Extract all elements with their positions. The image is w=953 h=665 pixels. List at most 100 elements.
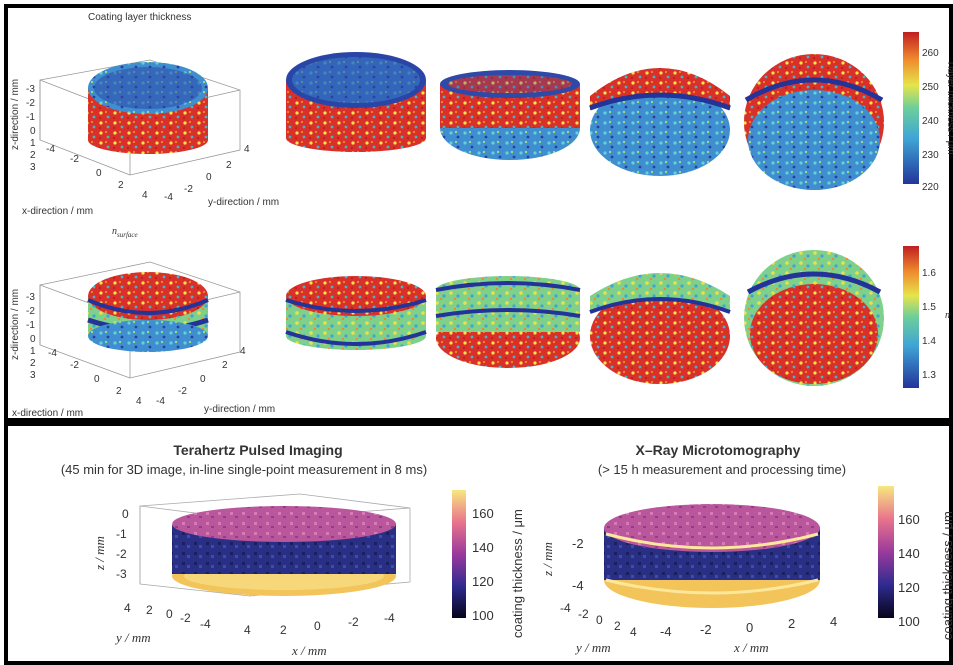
xray-microtomography-plot: X–Ray Microtomography (> 15 h measuremen… bbox=[540, 442, 953, 655]
row1-tablet-5 bbox=[744, 54, 884, 190]
svg-text:-2: -2 bbox=[70, 154, 79, 165]
svg-text:-4: -4 bbox=[164, 192, 173, 203]
row2-z-ticks: -3 -2 -1 0 1 2 3 bbox=[26, 292, 36, 381]
svg-text:0: 0 bbox=[96, 168, 102, 179]
row1-x-label: x-direction / mm bbox=[22, 206, 93, 217]
svg-text:-2: -2 bbox=[26, 98, 35, 109]
svg-text:2: 2 bbox=[30, 150, 36, 161]
svg-text:2: 2 bbox=[118, 180, 124, 191]
svg-text:2: 2 bbox=[614, 619, 621, 633]
svg-text:0: 0 bbox=[314, 619, 321, 633]
svg-text:4: 4 bbox=[630, 625, 637, 639]
row2-tablet-2 bbox=[285, 276, 427, 350]
svg-text:2: 2 bbox=[788, 616, 795, 631]
row2-z-label: z-direction / mm bbox=[10, 289, 21, 360]
svg-text:140: 140 bbox=[898, 546, 920, 561]
row1-tablet-2 bbox=[286, 52, 426, 152]
svg-text:100: 100 bbox=[472, 608, 494, 623]
svg-text:4: 4 bbox=[142, 190, 148, 201]
row2-tablet-1 bbox=[87, 272, 209, 352]
svg-text:-2: -2 bbox=[70, 360, 79, 371]
thz-x-label: x / mm bbox=[291, 643, 327, 658]
svg-text:160: 160 bbox=[898, 512, 920, 527]
xray-y-label: y / mm bbox=[574, 640, 611, 655]
svg-text:4: 4 bbox=[244, 623, 251, 637]
row2-x-label: x-direction / mm bbox=[12, 408, 83, 419]
svg-text:-3: -3 bbox=[26, 292, 35, 303]
svg-text:220: 220 bbox=[922, 182, 939, 193]
row2-title: nsurface bbox=[112, 226, 138, 239]
xray-subtitle: (> 15 h measurement and processing time) bbox=[598, 462, 846, 477]
svg-text:2: 2 bbox=[222, 360, 228, 371]
row2-colorbar bbox=[903, 246, 919, 388]
row1-z-ticks: -3 -2 -1 0 1 2 3 bbox=[26, 84, 36, 173]
svg-text:2: 2 bbox=[116, 386, 122, 397]
svg-text:2: 2 bbox=[30, 358, 36, 369]
svg-text:4: 4 bbox=[124, 601, 131, 615]
row1-y-ticks: -4 -2 0 2 4 bbox=[164, 144, 250, 203]
row1-z-label: z-direction / mm bbox=[10, 79, 21, 150]
row2-colorbar-ticks: 1.6 1.5 1.4 1.3 bbox=[922, 268, 936, 381]
row1-colorbar bbox=[903, 32, 919, 184]
svg-text:-4: -4 bbox=[48, 348, 57, 359]
svg-text:-1: -1 bbox=[116, 527, 127, 541]
svg-text:0: 0 bbox=[30, 126, 36, 137]
thz-colorbar bbox=[452, 490, 466, 618]
svg-text:-3: -3 bbox=[116, 567, 127, 581]
svg-text:1: 1 bbox=[30, 346, 36, 357]
row1-tablet-3 bbox=[440, 70, 580, 160]
svg-text:0: 0 bbox=[206, 172, 212, 183]
xray-colorbar-label: coating thickness / μm bbox=[940, 511, 953, 640]
svg-text:0: 0 bbox=[596, 613, 603, 627]
svg-text:4: 4 bbox=[244, 144, 250, 155]
svg-text:0: 0 bbox=[30, 334, 36, 345]
row2-y-label: y-direction / mm bbox=[204, 404, 275, 415]
svg-text:0: 0 bbox=[94, 374, 100, 385]
row2-tablet-3 bbox=[435, 276, 581, 368]
svg-text:-4: -4 bbox=[660, 624, 672, 639]
svg-text:1.3: 1.3 bbox=[922, 370, 936, 381]
svg-text:-2: -2 bbox=[180, 611, 191, 625]
row1-colorbar-label: Tlayer thickness / μm bbox=[945, 60, 953, 155]
svg-text:2: 2 bbox=[146, 603, 153, 617]
svg-text:-4: -4 bbox=[384, 611, 395, 625]
svg-text:4: 4 bbox=[240, 346, 246, 357]
row2-colorbar-label: n bbox=[945, 310, 950, 321]
xray-x-label: x / mm bbox=[733, 640, 769, 655]
svg-text:-4: -4 bbox=[156, 396, 165, 407]
svg-text:250: 250 bbox=[922, 82, 939, 93]
svg-text:1: 1 bbox=[30, 138, 36, 149]
svg-text:140: 140 bbox=[472, 540, 494, 555]
svg-text:160: 160 bbox=[472, 506, 494, 521]
svg-text:230: 230 bbox=[922, 150, 939, 161]
svg-text:2: 2 bbox=[226, 160, 232, 171]
svg-text:1.6: 1.6 bbox=[922, 268, 936, 279]
svg-text:3: 3 bbox=[30, 162, 36, 173]
svg-text:4: 4 bbox=[136, 396, 142, 407]
thz-z-ticks: 0 -1 -2 -3 bbox=[116, 507, 129, 581]
xray-y-ticks: -4 -2 0 2 4 bbox=[560, 601, 637, 639]
svg-text:2: 2 bbox=[280, 623, 287, 637]
svg-text:-2: -2 bbox=[178, 386, 187, 397]
row1-title: Coating layer thickness bbox=[88, 12, 191, 23]
svg-text:-2: -2 bbox=[700, 622, 712, 637]
xray-tablet bbox=[604, 504, 820, 608]
xray-z-ticks: -2 -4 bbox=[572, 536, 584, 593]
svg-text:0: 0 bbox=[746, 620, 753, 635]
thz-imaging-plot: Terahertz Pulsed Imaging (45 min for 3D … bbox=[61, 442, 525, 658]
svg-text:-2: -2 bbox=[572, 536, 584, 551]
thz-y-ticks: 4 2 0 -2 -4 bbox=[124, 601, 211, 631]
row2-tablet-5 bbox=[744, 250, 884, 386]
xray-colorbar-ticks: 160 140 120 100 bbox=[898, 512, 920, 629]
row2-tablet-4 bbox=[589, 273, 731, 384]
svg-text:-2: -2 bbox=[26, 306, 35, 317]
thz-tablet bbox=[172, 506, 396, 596]
svg-text:0: 0 bbox=[200, 374, 206, 385]
svg-text:120: 120 bbox=[898, 580, 920, 595]
xray-title: X–Ray Microtomography bbox=[636, 442, 801, 458]
thz-subtitle: (45 min for 3D image, in-line single-poi… bbox=[61, 462, 427, 477]
svg-text:120: 120 bbox=[472, 574, 494, 589]
row1-colorbar-ticks: 260 250 240 230 220 bbox=[922, 48, 939, 193]
row1-tablet-1 bbox=[88, 62, 208, 154]
